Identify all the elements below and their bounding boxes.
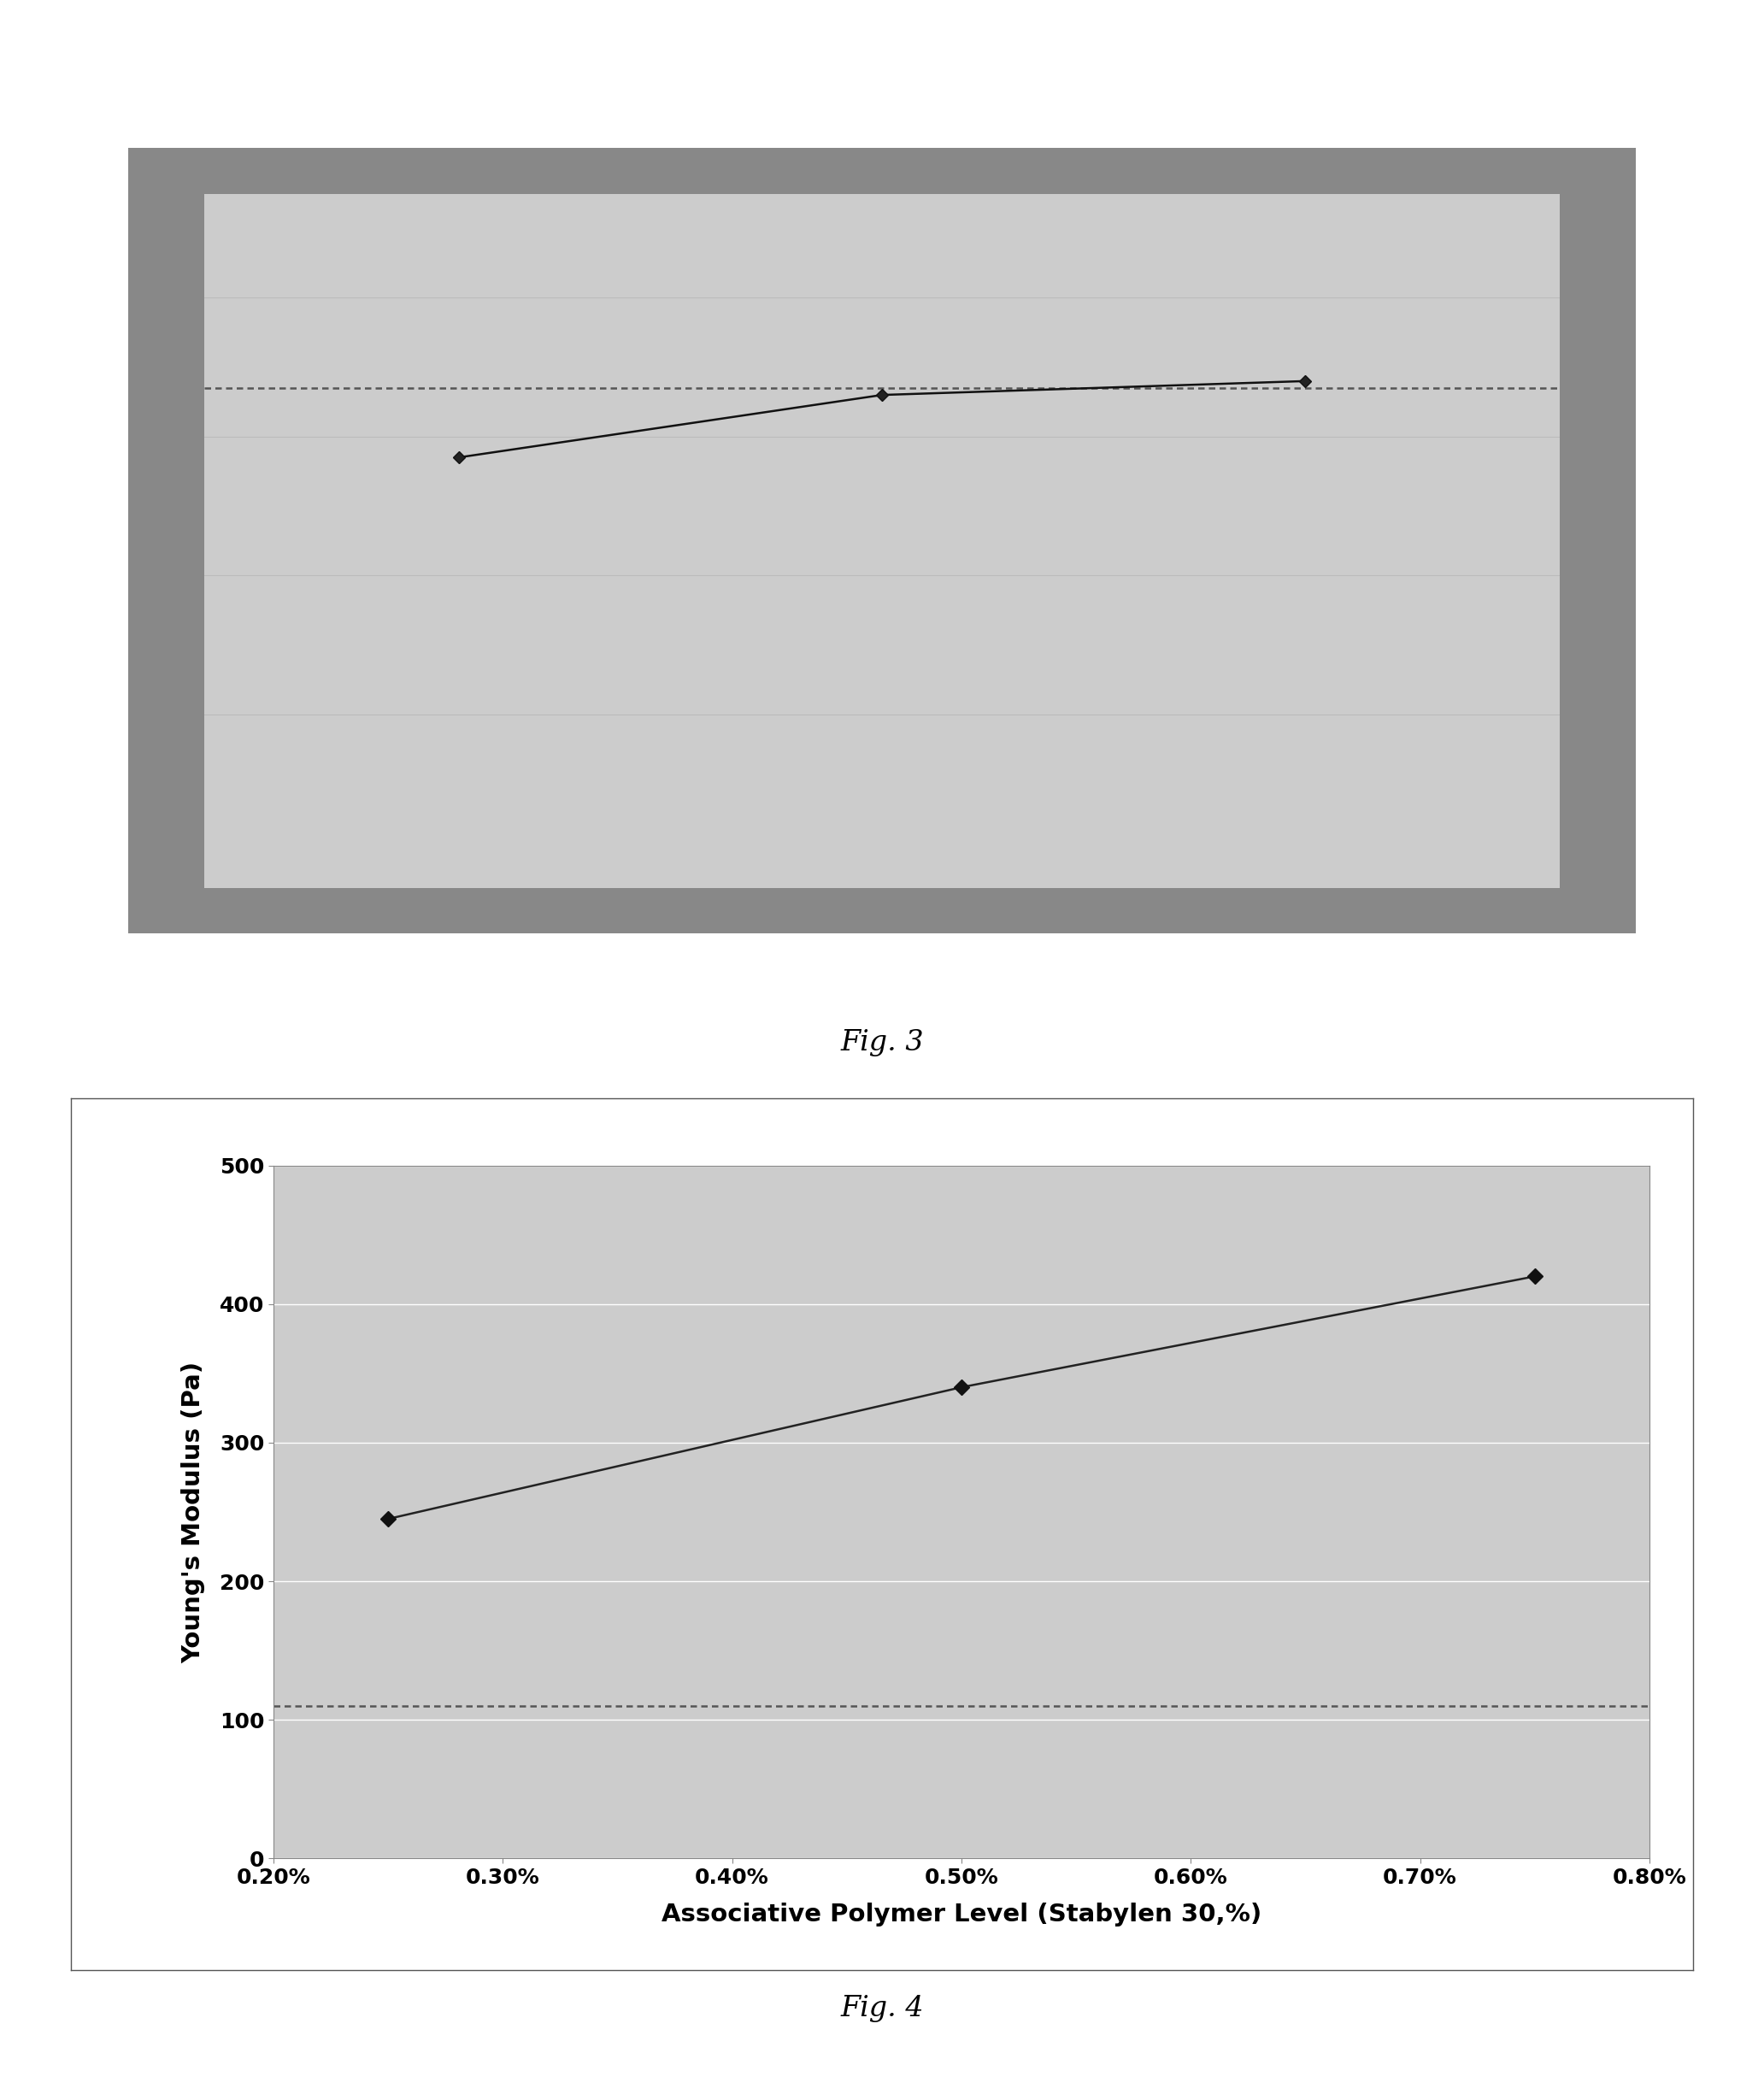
Text: Fig. 3: Fig. 3 <box>840 1029 924 1056</box>
Y-axis label: Young's Modulus (Pa): Young's Modulus (Pa) <box>182 1361 205 1663</box>
Bar <box>129 147 1635 934</box>
X-axis label: Associative Polymer Level (Stabylen 30,%): Associative Polymer Level (Stabylen 30,%… <box>662 1903 1261 1926</box>
Text: Fig. 4: Fig. 4 <box>840 1995 924 2022</box>
Bar <box>205 193 1559 888</box>
